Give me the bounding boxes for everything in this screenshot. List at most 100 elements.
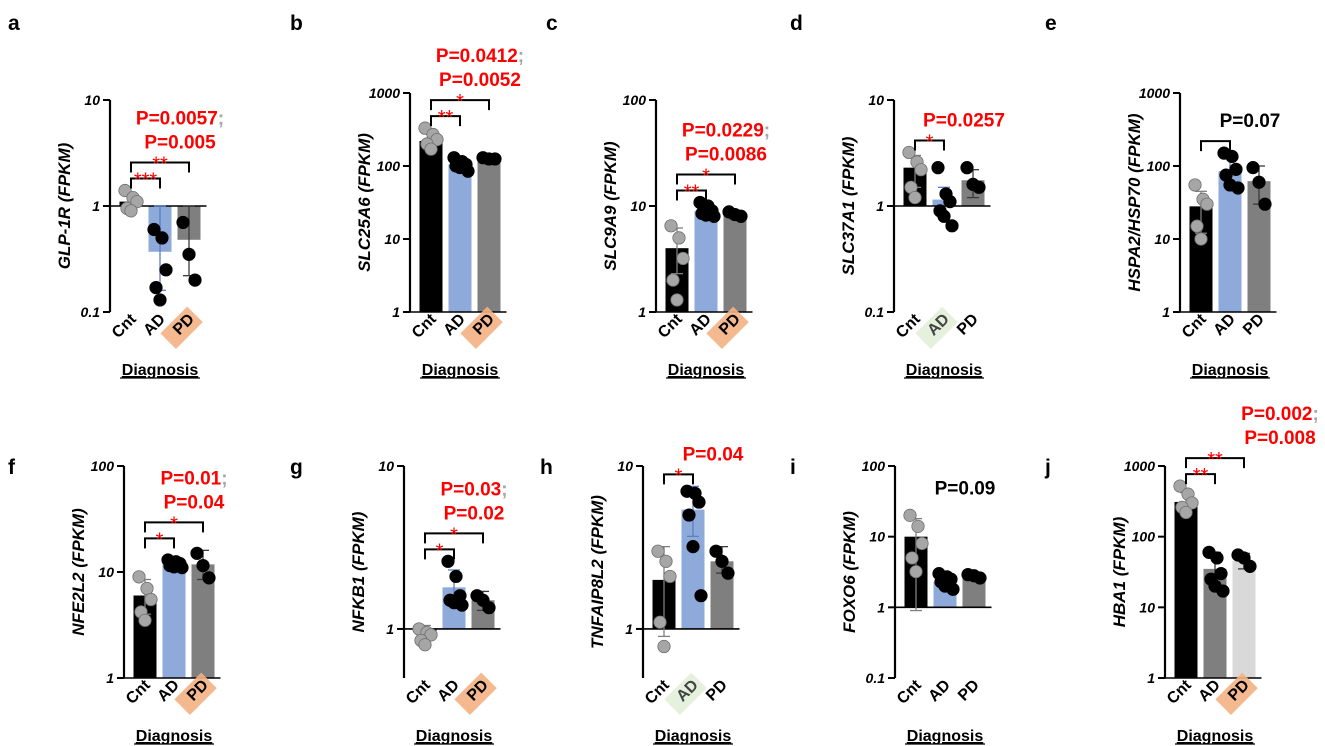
p-value-label: P=0.04 [164,492,225,513]
data-point [147,222,161,237]
x-axis-title: Diagnosis [906,362,983,379]
y-axis-label: FOXO6 (FPKM) [840,511,859,633]
data-point [424,142,438,156]
p-value-separator: ; [764,120,770,141]
p-value-text: P=0.04 [164,492,225,513]
gene-name: SLC25A6 [355,197,374,272]
p-value-label: P=0.04 [683,444,744,465]
y-tick-label: 1 [1162,304,1170,320]
x-tick-ad: AD [915,306,958,349]
data-point [155,231,169,245]
data-point [664,219,678,233]
y-tick-label: 1 [1147,670,1155,686]
x-tick-pd: PD [160,306,203,349]
data-point [175,561,189,575]
x-tick-label: Cnt [123,676,154,707]
data-point [1231,181,1245,195]
data-point [670,293,684,307]
y-tick-label: 1 [877,599,885,615]
x-axis-title: Diagnosis [668,362,745,379]
data-point [721,566,735,580]
bar-pd [723,215,747,312]
significance-bracket [676,189,707,201]
significance-bracket [130,177,161,189]
data-point [1216,584,1230,598]
x-tick-cnt: Cnt [1164,676,1195,707]
data-point [1246,161,1260,175]
bar-ad [448,164,472,312]
y-axis-label: HSPA2/HSP70 (FPKM) [1125,113,1144,292]
bar-cnt [419,141,443,312]
significance-bracket [914,139,945,151]
y-tick-label: 100 [1132,529,1156,545]
y-axis-label: NFE2L2 (FPKM) [69,508,88,636]
significance-bracket [144,521,204,533]
gene-name: SLC9A9 [601,205,620,271]
data-point [709,544,723,558]
significance-stars: * [156,529,164,551]
y-tick-label: 10 [378,458,394,474]
bar-ad [162,564,186,678]
data-point [190,546,204,560]
bar-ad [694,210,718,312]
panel-letter: f [8,456,16,479]
data-point [905,551,919,565]
y-tick-label: 1 [386,621,394,637]
data-point [149,280,163,295]
y-tick-label: 10 [630,198,646,214]
significance-stars: ** [438,107,454,129]
p-value-label: P=0.09 [935,479,996,500]
x-axis-title: Diagnosis [1177,728,1254,745]
p-value-text: P=0.002 [1241,404,1312,425]
y-axis-label: NFKB1 (FPKM) [349,511,368,632]
data-point [734,209,748,223]
significance-stars: ** [1207,449,1223,471]
p-value-label: P=0.0412; [436,46,524,67]
y-tick-label: 10 [1154,231,1170,247]
y-tick-label: 0.1 [866,670,886,686]
x-tick-label: Cnt [409,310,440,341]
p-value-text: P=0.01 [160,468,221,489]
significance-bracket [430,115,461,127]
data-point [461,164,475,178]
p-value-separator: ; [501,479,507,500]
significance-bracket [1200,140,1231,152]
data-point [943,195,957,209]
x-tick-pd: PD [703,677,731,705]
x-axis-title: Diagnosis [122,362,199,379]
data-point [1258,197,1272,211]
data-point [159,263,173,277]
x-axis-title: Diagnosis [136,728,213,745]
data-point [915,536,929,551]
bar-pd [477,158,501,312]
significance-stars: ** [684,181,700,203]
y-tick-label: 1 [876,198,884,214]
category-highlight [160,306,203,349]
x-tick-cnt: Cnt [123,676,154,707]
y-axis-unit: (FPKM) [1125,113,1144,178]
x-tick-label: PD [1240,311,1268,339]
data-point [1190,219,1204,233]
y-tick-label: 1 [392,304,400,320]
category-highlight [664,672,707,715]
y-axis-label: SLC9A9 (FPKM) [601,141,620,271]
data-point [676,251,690,266]
significance-bracket [424,532,484,544]
x-tick-pd: PD [1240,311,1268,339]
y-tick-label: 10 [84,92,100,108]
data-point [659,554,673,568]
gene-name: NFE2L2 [69,572,88,636]
p-value-text: P=0.0086 [685,144,767,165]
p-value-label: P=0.03; [440,479,507,500]
p-value-label: P=0.005 [144,133,216,154]
y-axis-unit: (FPKM) [601,141,620,206]
significance-stars: * [456,91,464,113]
x-tick-label: Cnt [655,310,686,341]
y-tick-label: 0.1 [865,304,885,320]
x-axis-title: Diagnosis [422,362,499,379]
p-value-label: P=0.0052 [439,70,521,91]
y-tick-label: 10 [868,92,884,108]
y-tick-label: 100 [91,458,115,474]
